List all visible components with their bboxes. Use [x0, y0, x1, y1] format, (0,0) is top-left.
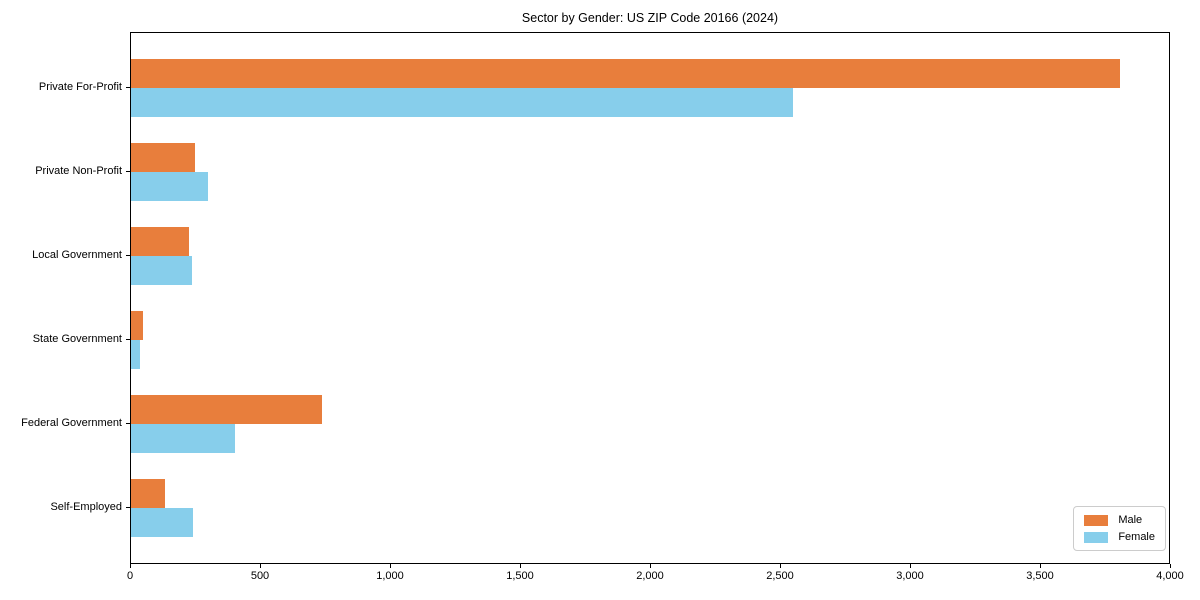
y-tick-label: Private For-Profit [38, 81, 122, 93]
bar-male-self-employed [131, 479, 165, 508]
bar-female-federal-government [131, 424, 235, 453]
y-axis-tick [126, 339, 130, 340]
bar-female-self-employed [131, 508, 193, 537]
y-axis-tick [126, 423, 130, 424]
x-tick-label: 0 [126, 570, 134, 582]
bar-male-private-non-profit [131, 143, 195, 172]
bar-male-local-government [131, 227, 189, 256]
x-axis-tick [910, 564, 911, 568]
plot-area [130, 32, 1170, 564]
legend-label: Male [1118, 514, 1143, 526]
x-axis-tick [1170, 564, 1171, 568]
legend-item-female: Female [1084, 531, 1155, 543]
y-axis-tick [126, 255, 130, 256]
legend: Male Female [1073, 506, 1166, 551]
x-tick-label: 3,000 [896, 570, 924, 582]
y-axis-tick [126, 507, 130, 508]
x-axis-tick [650, 564, 651, 568]
bar-male-private-for-profit [131, 59, 1120, 88]
bar-female-state-government [131, 340, 140, 369]
x-axis-tick [390, 564, 391, 568]
x-tick-label: 2,500 [766, 570, 794, 582]
y-axis-tick [126, 87, 130, 88]
x-tick-label: 1,500 [506, 570, 534, 582]
y-axis-tick [126, 171, 130, 172]
y-tick-label: State Government [32, 333, 122, 345]
x-axis-tick [130, 564, 131, 568]
x-axis-tick [520, 564, 521, 568]
bar-male-federal-government [131, 395, 322, 424]
x-axis-tick [780, 564, 781, 568]
x-tick-label: 500 [250, 570, 270, 582]
legend-swatch-male [1084, 514, 1109, 526]
y-tick-label: Federal Government [21, 417, 122, 429]
bar-female-private-for-profit [131, 88, 793, 117]
x-tick-label: 2,000 [636, 570, 664, 582]
y-tick-label: Self-Employed [50, 501, 122, 513]
legend-item-male: Male [1084, 514, 1155, 526]
x-axis-tick [1040, 564, 1041, 568]
bar-male-state-government [131, 311, 143, 340]
chart-title: Sector by Gender: US ZIP Code 20166 (202… [521, 11, 779, 25]
x-tick-label: 3,500 [1026, 570, 1054, 582]
bar-female-local-government [131, 256, 192, 285]
x-axis-tick [260, 564, 261, 568]
legend-swatch-female [1084, 531, 1109, 543]
x-tick-label: 1,000 [376, 570, 404, 582]
legend-label: Female [1118, 531, 1155, 543]
bar-female-private-non-profit [131, 172, 208, 201]
y-tick-label: Private Non-Profit [35, 165, 122, 177]
y-tick-label: Local Government [32, 249, 122, 261]
x-tick-label: 4,000 [1156, 570, 1184, 582]
